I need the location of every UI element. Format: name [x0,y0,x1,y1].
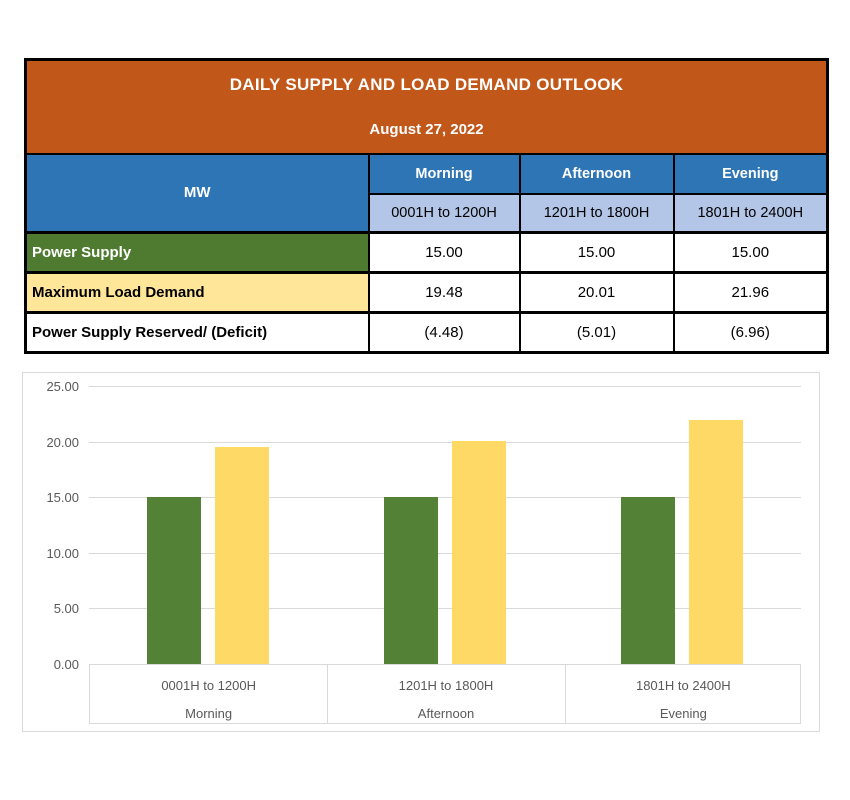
y-axis-tick-label: 0.00 [53,657,79,672]
table-row: Power Supply Reserved/ (Deficit) (4.48) … [24,311,829,354]
x-axis-category: 1201H to 1800H Afternoon [327,665,564,723]
cell-supply-morning: 15.00 [367,231,521,274]
table-title: DAILY SUPPLY AND LOAD DEMAND OUTLOOK [229,75,624,95]
cell-supply-evening: 15.00 [672,231,829,274]
table-row: Power Supply 15.00 15.00 15.00 [24,231,829,274]
time-header-afternoon: 1201H to 1800H [518,192,675,234]
bar-maximum-load-demand [214,447,269,664]
bar-maximum-load-demand [689,419,744,664]
x-axis-time-label: 1801H to 2400H [635,678,731,693]
chart-gridline [89,386,801,387]
column-header-afternoon: Afternoon [518,152,675,195]
y-axis-tick-label: 20.00 [46,434,79,450]
x-axis-period-label: Afternoon [417,706,475,721]
table-title-cell: DAILY SUPPLY AND LOAD DEMAND OUTLOOK Aug… [24,58,829,155]
x-axis-time-label: 1201H to 1800H [398,678,494,693]
y-axis-tick-label: 25.00 [46,379,79,394]
y-axis-tick-label: 10.00 [46,545,79,561]
cell-demand-evening: 21.96 [672,271,829,314]
corner-header-mw: MW [24,152,370,234]
chart-gridline [89,497,801,499]
chart-gridline [89,441,801,443]
cell-reserve-evening: (6.96) [672,311,829,354]
x-axis-divider [327,665,329,723]
cell-supply-afternoon: 15.00 [518,231,675,274]
time-header-morning: 0001H to 1200H [367,192,521,234]
supply-demand-table: DAILY SUPPLY AND LOAD DEMAND OUTLOOK Aug… [24,58,830,354]
bar-power-supply [384,497,438,664]
row-label-power-supply: Power Supply [24,231,370,274]
cell-demand-afternoon: 20.01 [518,271,675,314]
bar-power-supply [621,497,676,664]
chart-gridline [89,608,801,610]
row-label-max-load-demand: Maximum Load Demand [24,271,370,314]
column-header-morning: Morning [367,152,521,195]
x-axis-category: 1801H to 2400H Evening [565,665,802,723]
column-header-evening: Evening [672,152,829,195]
cell-reserve-morning: (4.48) [367,311,521,354]
table-date: August 27, 2022 [369,121,484,139]
x-axis-category: 0001H to 1200H Morning [90,665,327,723]
y-axis-tick-label: 15.00 [46,490,79,506]
row-label-reserve-deficit: Power Supply Reserved/ (Deficit) [24,311,370,354]
cell-reserve-afternoon: (5.01) [518,311,675,354]
y-axis-tick-label: 5.00 [53,601,79,617]
bar-maximum-load-demand [452,441,506,664]
chart-gridline [89,552,801,554]
bar-power-supply [146,497,201,664]
x-axis-divider [564,665,566,723]
time-header-evening: 1801H to 2400H [672,192,829,234]
x-axis-period-label: Evening [659,706,707,721]
x-axis-period-label: Morning [185,706,233,721]
supply-demand-bar-chart: 0.00 5.00 10.00 15.00 20.00 25.00 0001H to 120… [22,372,820,732]
x-axis-label-area: 0001H to 1200H Morning 1201H to 1800H After… [89,664,801,724]
x-axis-time-label: 0001H to 1200H [161,678,256,693]
table-row: Maximum Load Demand 19.48 20.01 21.96 [24,271,829,314]
cell-demand-morning: 19.48 [367,271,521,314]
